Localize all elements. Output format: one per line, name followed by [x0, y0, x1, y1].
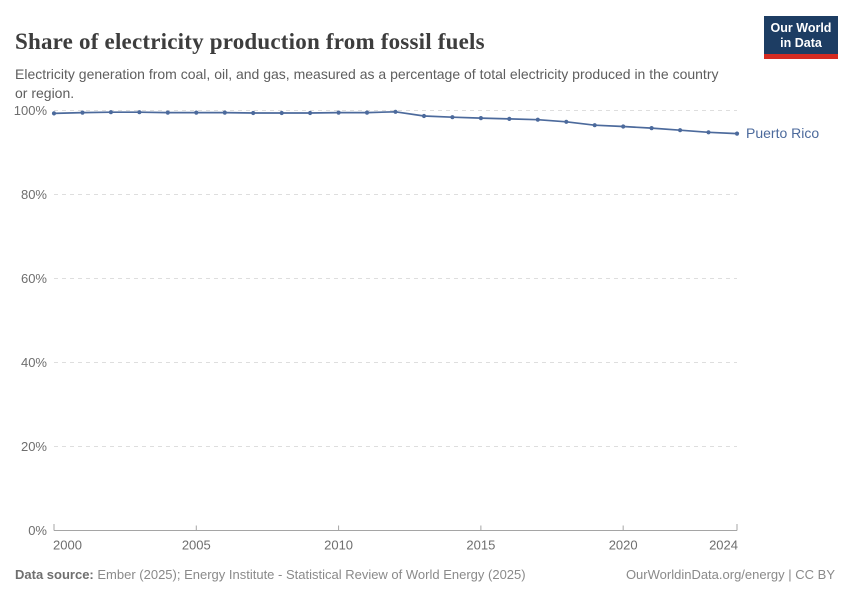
data-point: [592, 123, 597, 128]
data-line: [53, 110, 738, 135]
y-tick-label: 0%: [28, 523, 47, 538]
data-point: [336, 110, 341, 115]
credit-line: OurWorldinData.org/energy | CC BY: [625, 567, 835, 582]
x-tick-label: 2020: [609, 538, 638, 553]
data-point: [450, 115, 455, 120]
x-tick-label: 2010: [324, 538, 353, 553]
data-point: [279, 110, 284, 116]
data-point: [137, 110, 142, 115]
series-end-label: Puerto Rico: [746, 125, 819, 141]
data-point: [478, 116, 483, 121]
data-point: [51, 111, 57, 116]
data-point: [678, 128, 683, 133]
chart-footer: Data source: Ember (2025); Energy Instit…: [15, 567, 835, 582]
page-title: Share of electricity production from fos…: [15, 29, 485, 55]
data-point: [222, 110, 227, 115]
owid-logo: Our World in Data: [764, 16, 838, 59]
x-tick-label: 2000: [53, 538, 82, 553]
data-point: [308, 110, 313, 116]
y-tick-label: 60%: [21, 271, 47, 286]
data-point: [621, 124, 626, 129]
x-tick-label: 2024: [709, 538, 738, 553]
data-source-text: Ember (2025); Energy Institute - Statist…: [97, 567, 526, 582]
data-source-label: Data source:: [15, 567, 94, 582]
y-tick-label: 40%: [21, 355, 47, 370]
data-point: [564, 119, 569, 124]
owid-logo-line1: Our World: [770, 21, 832, 35]
data-point: [507, 116, 512, 121]
owid-logo-line2: in Data: [780, 35, 822, 50]
data-point: [421, 113, 427, 119]
data-source: Data source: Ember (2025); Energy Instit…: [15, 567, 526, 582]
data-point: [734, 131, 740, 136]
data-point: [706, 130, 711, 135]
data-point: [535, 117, 540, 122]
y-tick-label: 100%: [14, 103, 48, 118]
data-point: [251, 110, 256, 116]
y-tick-label: 20%: [21, 439, 47, 454]
data-point: [80, 110, 85, 115]
data-point: [364, 110, 370, 115]
x-tick-label: 2005: [182, 538, 211, 553]
x-tick-label: 2015: [466, 538, 495, 553]
data-point: [194, 110, 199, 115]
chart-subtitle: Electricity generation from coal, oil, a…: [15, 66, 719, 101]
data-point: [108, 110, 113, 115]
data-point: [165, 110, 170, 115]
y-tick-label: 80%: [21, 187, 47, 202]
data-point: [393, 109, 398, 114]
data-point: [649, 126, 654, 131]
